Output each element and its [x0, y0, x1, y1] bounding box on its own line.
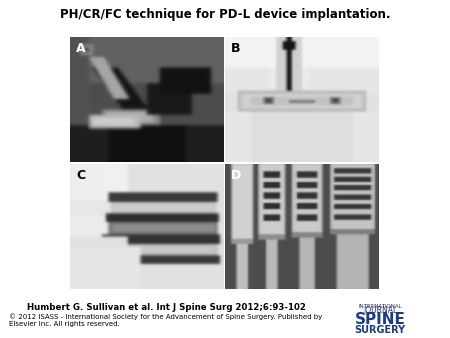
Text: INTERNATIONAL: INTERNATIONAL [359, 304, 402, 309]
Text: SURGERY: SURGERY [355, 324, 406, 335]
Text: JOURNAL: JOURNAL [363, 306, 397, 315]
Text: B: B [231, 42, 240, 55]
Text: Humbert G. Sullivan et al. Int J Spine Surg 2012;6:93-102: Humbert G. Sullivan et al. Int J Spine S… [27, 303, 306, 312]
Text: C: C [76, 169, 85, 182]
Text: © 2012 ISASS - International Society for the Advancement of Spine Surgery. Publi: © 2012 ISASS - International Society for… [9, 314, 322, 327]
Text: D: D [231, 169, 241, 182]
Text: SPINE: SPINE [355, 312, 406, 327]
Text: A: A [76, 42, 86, 55]
Text: PH/CR/FC technique for PD-L device implantation.: PH/CR/FC technique for PD-L device impla… [60, 8, 390, 21]
